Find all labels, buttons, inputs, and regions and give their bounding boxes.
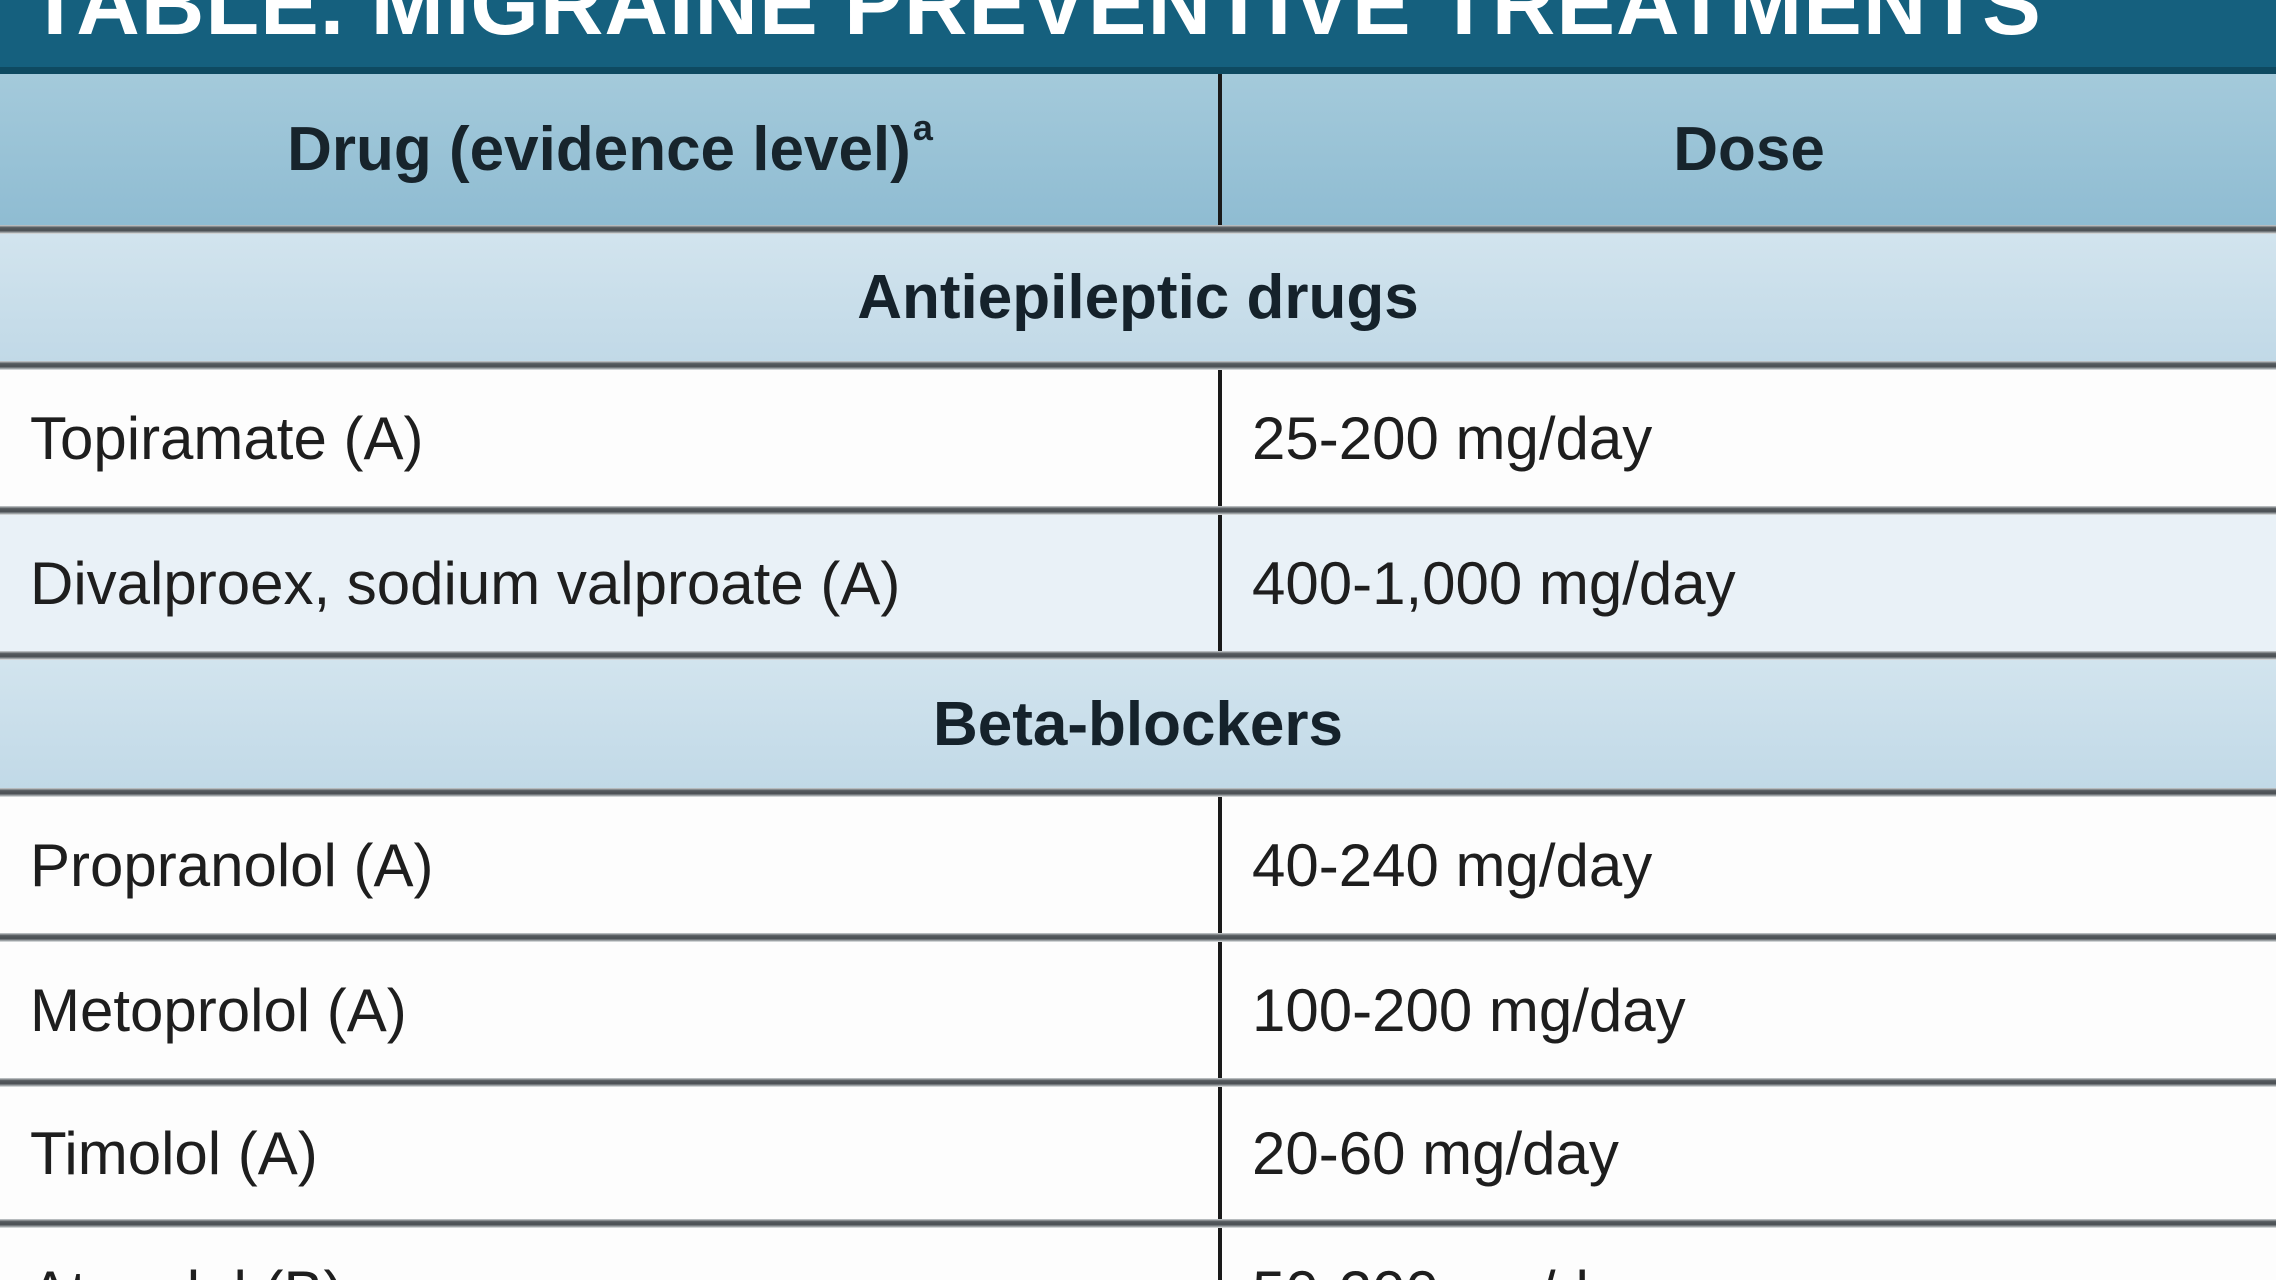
section-header-label: Beta-blockers xyxy=(932,689,1344,759)
table-title: TABLE. MIGRAINE PREVENTIVE TREATMENTS xyxy=(28,0,2042,53)
column-header-dose: Dose xyxy=(1218,74,2276,225)
drug-cell: Propranolol (A) xyxy=(0,797,1218,933)
column-header-drug: Drug (evidence level) a xyxy=(0,74,1218,225)
drug-cell: Atenolol (B) xyxy=(0,1228,1218,1280)
drug-name: Timolol (A) xyxy=(30,1119,318,1187)
table-title-bar: TABLE. MIGRAINE PREVENTIVE TREATMENTS xyxy=(0,0,2276,74)
row-separator xyxy=(0,1219,2276,1228)
drug-cell: Metoprolol (A) xyxy=(0,942,1218,1078)
section-header-label: Antiepileptic drugs xyxy=(857,263,1419,332)
row-separator xyxy=(0,506,2276,515)
row-separator xyxy=(0,225,2276,234)
drug-name: Topiramate (A) xyxy=(30,404,424,472)
table-row: Metoprolol (A) 100-200 mg/day xyxy=(0,942,2276,1078)
dose-cell: 40-240 mg/day xyxy=(1218,797,2276,933)
drug-name: Metoprolol (A) xyxy=(30,976,407,1044)
row-separator xyxy=(0,361,2276,370)
row-separator xyxy=(0,1078,2276,1087)
dose-value: 20-60 mg/day xyxy=(1252,1119,1619,1187)
dose-value: 400-1,000 mg/day xyxy=(1252,549,1736,617)
dose-value: 100-200 mg/day xyxy=(1252,976,1686,1044)
drug-name: Divalproex, sodium valproate (A) xyxy=(30,549,901,617)
drug-name: Atenolol (B) xyxy=(30,1258,343,1280)
drug-column-footnote-marker: a xyxy=(912,106,933,148)
row-separator xyxy=(0,651,2276,660)
row-separator xyxy=(0,788,2276,797)
dose-value: 25-200 mg/day xyxy=(1252,404,1653,472)
dose-value: 50-200 mg/day xyxy=(1252,1258,1652,1280)
table-row: Divalproex, sodium valproate (A) 400-1,0… xyxy=(0,515,2276,651)
dose-cell: 50-200 mg/day xyxy=(1218,1228,2276,1280)
dose-value: 40-240 mg/day xyxy=(1252,831,1653,899)
dose-cell: 400-1,000 mg/day xyxy=(1218,515,2276,651)
drug-cell: Topiramate (A) xyxy=(0,370,1218,506)
section-header-beta-blockers: Beta-blockers xyxy=(0,660,2276,788)
dose-cell: 25-200 mg/day xyxy=(1218,370,2276,506)
column-header-row: Drug (evidence level) a Dose xyxy=(0,74,2276,225)
drug-column-label: Drug (evidence level) xyxy=(287,115,911,184)
dose-column-label: Dose xyxy=(1673,115,1825,184)
table-row-clipped: Atenolol (B) 50-200 mg/day xyxy=(0,1228,2276,1280)
dose-cell: 100-200 mg/day xyxy=(1218,942,2276,1078)
drug-cell: Divalproex, sodium valproate (A) xyxy=(0,515,1218,651)
drug-name: Propranolol (A) xyxy=(30,831,434,899)
section-header-antiepileptic-drugs: Antiepileptic drugs xyxy=(0,234,2276,361)
row-separator xyxy=(0,933,2276,942)
table-row: Propranolol (A) 40-240 mg/day xyxy=(0,797,2276,933)
table-row: Timolol (A) 20-60 mg/day xyxy=(0,1087,2276,1219)
dose-cell: 20-60 mg/day xyxy=(1218,1087,2276,1219)
table-row: Topiramate (A) 25-200 mg/day xyxy=(0,370,2276,506)
drug-cell: Timolol (A) xyxy=(0,1087,1218,1219)
